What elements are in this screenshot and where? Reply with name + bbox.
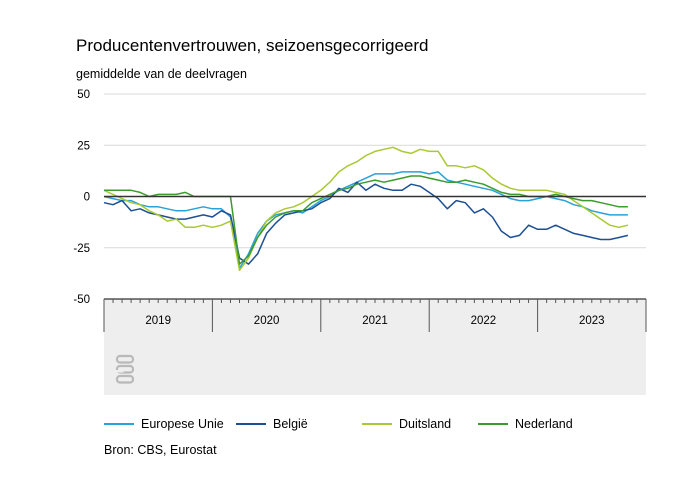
y-tick-label: 50 bbox=[77, 89, 90, 101]
y-tick-label: 0 bbox=[84, 192, 90, 204]
series-line-duitsland bbox=[103, 146, 629, 272]
legend-label: Nederland bbox=[515, 417, 573, 431]
axis-band bbox=[104, 299, 646, 395]
x-axis: 2019 2020 2021 2022 2023 bbox=[103, 298, 647, 395]
y-tick-label: -25 bbox=[73, 243, 90, 255]
series-line-belgie bbox=[103, 181, 629, 265]
legend-label: Duitsland bbox=[399, 417, 451, 431]
cbs-logo-icon bbox=[115, 354, 135, 384]
x-tick-label: 2022 bbox=[471, 315, 497, 327]
x-tick-label: 2020 bbox=[254, 315, 280, 327]
series-line-nederland bbox=[104, 175, 628, 265]
legend: Europese Unie België Duitsland Nederland bbox=[104, 417, 573, 431]
source-note: Bron: CBS, Eurostat bbox=[104, 443, 217, 457]
y-tick-label: -50 bbox=[73, 294, 90, 306]
gridlines bbox=[104, 93, 646, 249]
x-tick-label: 2021 bbox=[362, 315, 388, 327]
series-group bbox=[103, 146, 646, 272]
y-tick-label: 25 bbox=[77, 140, 90, 152]
legend-label: België bbox=[273, 417, 308, 431]
chart-subtitle: gemiddelde van de deelvragen bbox=[76, 67, 247, 81]
legend-label: Europese Unie bbox=[141, 417, 224, 431]
chart-title: Producentenvertrouwen, seizoensgecorrige… bbox=[76, 36, 428, 55]
y-axis: 50 25 0 -25 -50 bbox=[73, 89, 90, 306]
x-tick-label: 2019 bbox=[145, 315, 171, 327]
series-line-europese_unie bbox=[103, 171, 628, 270]
x-tick-label: 2023 bbox=[579, 315, 605, 327]
